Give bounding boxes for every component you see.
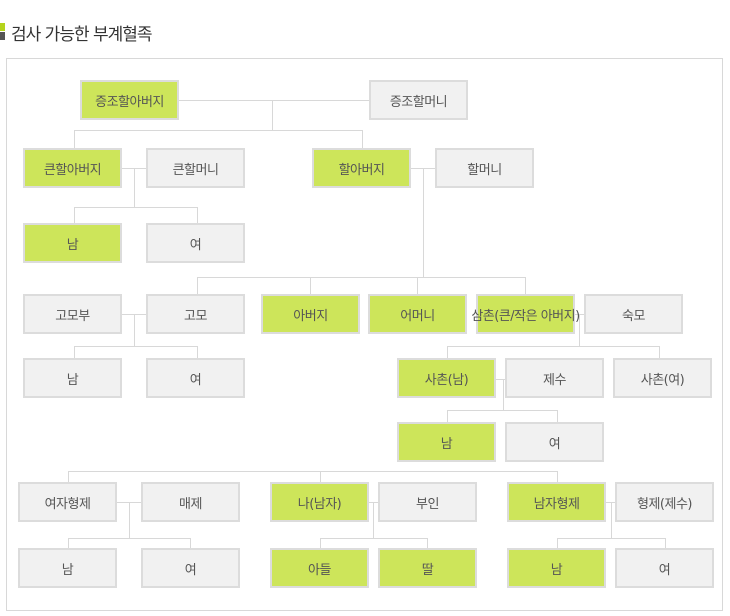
family-member-node: 나(남자) — [270, 482, 369, 522]
family-member-node: 남 — [507, 548, 606, 588]
title-marker-icon — [0, 32, 5, 40]
family-member-node: 어머니 — [368, 294, 467, 334]
family-member-node: 남 — [397, 422, 496, 462]
family-member-node: 고모 — [146, 294, 245, 334]
family-member-node: 여 — [146, 358, 245, 398]
family-member-node: 할머니 — [435, 148, 534, 188]
family-member-node: 형제(제수) — [615, 482, 714, 522]
family-member-node: 증조할아버지 — [80, 80, 179, 120]
family-member-node: 삼촌(큰/작은 아버지) — [471, 294, 580, 334]
family-member-node: 사촌(남) — [397, 358, 496, 398]
family-member-node: 여 — [505, 422, 604, 462]
family-member-node: 여자형제 — [18, 482, 117, 522]
family-member-node: 남 — [18, 548, 117, 588]
family-member-node: 할아버지 — [312, 148, 411, 188]
family-member-node: 딸 — [378, 548, 477, 588]
family-member-node: 큰할머니 — [146, 148, 245, 188]
family-member-node: 사촌(여) — [613, 358, 712, 398]
family-member-node: 남 — [23, 223, 122, 263]
family-member-node: 제수 — [505, 358, 604, 398]
family-member-node: 숙모 — [584, 294, 683, 334]
page-title: 검사 가능한 부계혈족 — [11, 25, 153, 45]
family-member-node: 매제 — [141, 482, 240, 522]
family-member-node: 여 — [615, 548, 714, 588]
family-member-node: 증조할머니 — [369, 80, 468, 120]
family-member-node: 여 — [146, 223, 245, 263]
family-member-node: 아버지 — [261, 294, 360, 334]
family-tree-frame — [6, 58, 723, 611]
family-member-node: 부인 — [378, 482, 477, 522]
title-marker-icon — [0, 23, 5, 31]
family-member-node: 고모부 — [23, 294, 122, 334]
family-member-node: 남 — [23, 358, 122, 398]
family-member-node: 아들 — [270, 548, 369, 588]
family-member-node: 여 — [141, 548, 240, 588]
family-member-node: 남자형제 — [507, 482, 606, 522]
family-member-node: 큰할아버지 — [23, 148, 122, 188]
